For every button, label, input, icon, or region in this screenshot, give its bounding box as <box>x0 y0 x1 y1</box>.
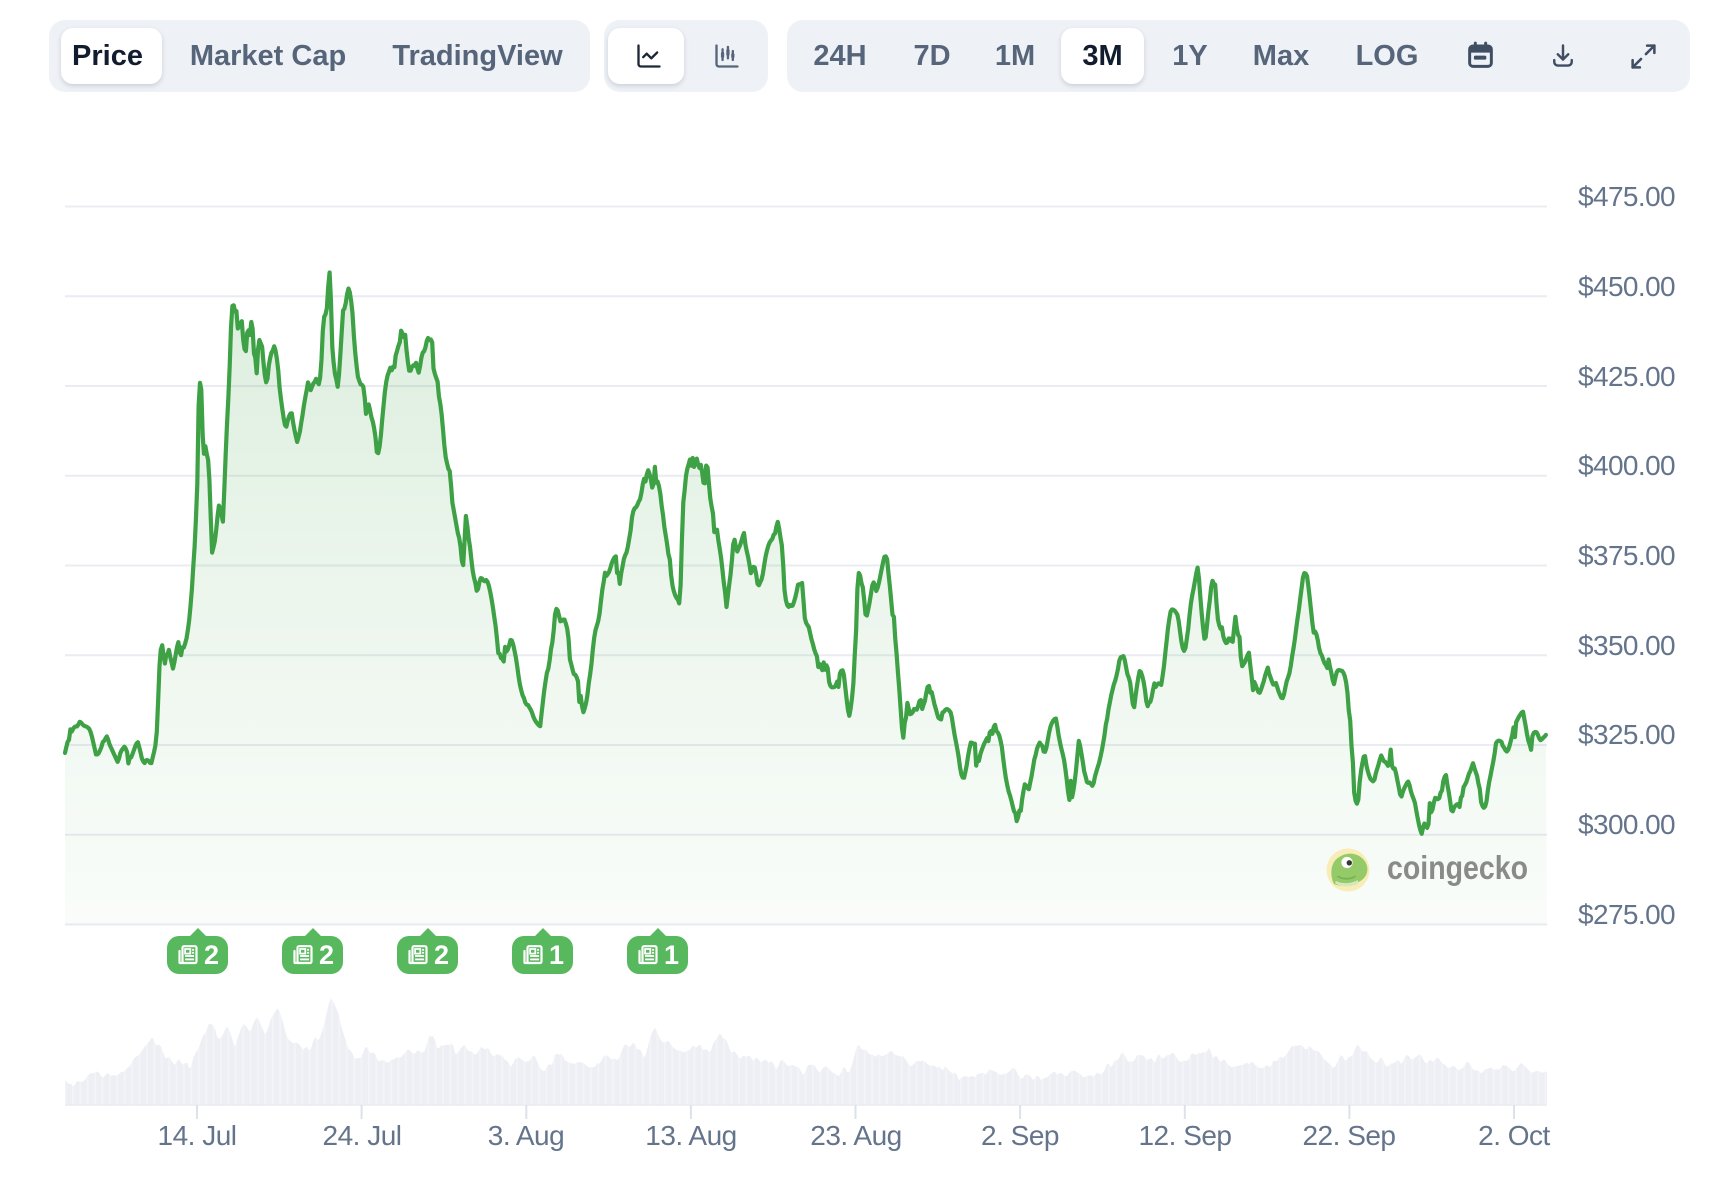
svg-text:coingecko: coingecko <box>1387 849 1528 886</box>
